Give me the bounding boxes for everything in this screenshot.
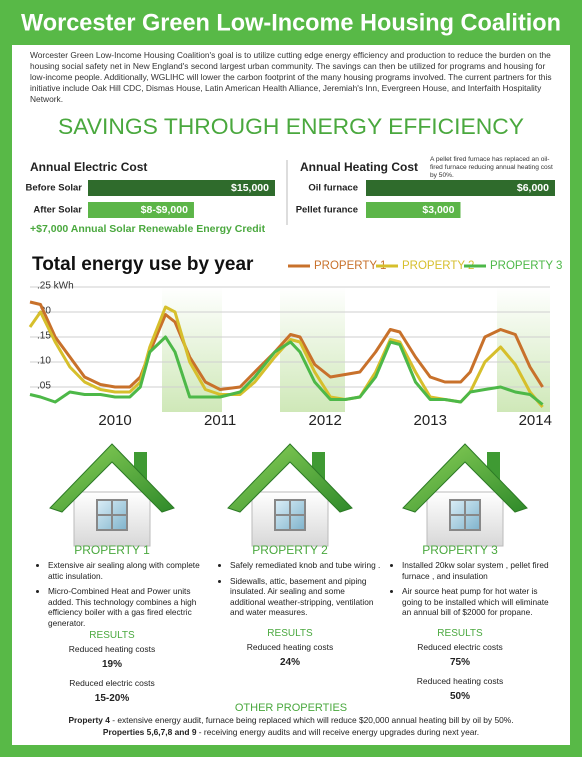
legend-label: PROPERTY 2 (402, 260, 474, 272)
intro: Worcester Green Low-Income Housing Coali… (30, 50, 552, 104)
y-tick-label: .25 kWh (37, 281, 74, 292)
result-value: 50% (449, 691, 470, 702)
other-properties: OTHER PROPERTIES Property 4 - extensive … (20, 702, 562, 738)
bar-label: Pellet furance (296, 205, 358, 216)
other-item: Properties 5,6,7,8 and 9 - receiving ene… (20, 726, 562, 738)
roof (49, 443, 175, 513)
electric-note: +$7,000 Annual Solar Renewable Energy Cr… (30, 223, 266, 235)
bar-label: Before Solar (26, 183, 83, 194)
bar (88, 202, 194, 218)
results-title: RESULTS (89, 630, 135, 641)
result-label: Reduced heating costs (68, 644, 156, 654)
bar-label: Oil furnace (308, 183, 358, 194)
property-title: PROPERTY 1 (74, 543, 150, 557)
y-tick-label: .10 (37, 356, 51, 367)
bar (366, 180, 555, 196)
heating-note: A pellet fired furnace has replaced an o… (430, 156, 553, 179)
other-name: Property 4 (68, 715, 110, 725)
bullet: Installed 20kw solar system , pellet fir… (402, 560, 560, 581)
result-value: 15-20% (94, 693, 130, 704)
result-value: 19% (101, 659, 122, 670)
bar-value: $15,000 (231, 182, 269, 194)
season-band (280, 287, 345, 412)
heating-title: Annual Heating Cost (300, 160, 418, 174)
bar-value: $3,000 (422, 204, 454, 216)
other-title: OTHER PROPERTIES (234, 702, 348, 714)
bar (88, 180, 275, 196)
x-tick-label: 2012 (309, 412, 342, 429)
other-text: - receiving energy audits and will recei… (196, 727, 480, 737)
property-title: PROPERTY 3 (422, 543, 498, 557)
bar-value: $8-$9,000 (141, 204, 188, 216)
y-tick-label: .15 (37, 331, 51, 342)
series-line (29, 335, 544, 406)
houses (49, 443, 528, 547)
result-label: Reduced heating costs (246, 642, 334, 652)
bullet: Extensive air sealing along with complet… (48, 560, 208, 581)
result-label: Reduced electric costs (417, 642, 503, 652)
bullet: Air source heat pump for hot water is go… (402, 586, 560, 618)
property-title: PROPERTY 2 (252, 543, 328, 557)
bullet: Safely remediated knob and tube wiring . (230, 560, 382, 571)
roof (227, 443, 353, 513)
bullet: Sidewalls, attic, basement and piping in… (230, 576, 382, 618)
bullets: Installed 20kw solar system , pellet fir… (390, 560, 560, 623)
results: RESULTS Reduced electric costs 75% Reduced … (390, 628, 530, 710)
result-label: Reduced heating costs (416, 676, 504, 686)
roof (402, 443, 528, 513)
other-item: Property 4 - extensive energy audit, fur… (20, 714, 562, 726)
y-tick-label: .05 (37, 381, 51, 392)
bullets: Extensive air sealing along with complet… (36, 560, 208, 633)
bullet: Micro-Combined Heat and Power units adde… (48, 586, 208, 628)
x-tick-label: 2013 (414, 412, 447, 429)
bar-label: After Solar (33, 205, 82, 216)
result-value: 75% (449, 657, 470, 668)
bullets: Safely remediated knob and tube wiring .… (218, 560, 382, 623)
page-title: Worcester Green Low-Income Housing Coali… (21, 9, 561, 36)
results-title: RESULTS (267, 628, 313, 639)
other-name: Properties 5,6,7,8 and 9 (102, 727, 197, 737)
legend-label: PROPERTY 3 (490, 260, 562, 272)
legend-label: PROPERTY 1 (314, 260, 386, 272)
x-tick-label: 2010 (98, 412, 131, 429)
chart-title: Total energy use by year (32, 254, 254, 275)
results-title: RESULTS (437, 628, 483, 639)
result-value: 24% (279, 657, 300, 668)
section-title: SAVINGS THROUGH ENERGY EFFICIENCY (58, 114, 524, 139)
bar-value: $6,000 (517, 182, 549, 194)
results: RESULTS Reduced heating costs 24% (220, 628, 360, 676)
series-line (29, 300, 544, 391)
electric-title: Annual Electric Cost (30, 160, 147, 174)
bar (366, 202, 461, 218)
result-label: Reduced electric costs (69, 678, 155, 688)
x-tick-label: 2014 (519, 412, 552, 429)
other-text: - extensive energy audit, furnace being … (109, 715, 514, 725)
results: RESULTS Reduced heating costs 19% Reduced e… (42, 630, 182, 712)
x-tick-label: 2011 (204, 412, 236, 429)
